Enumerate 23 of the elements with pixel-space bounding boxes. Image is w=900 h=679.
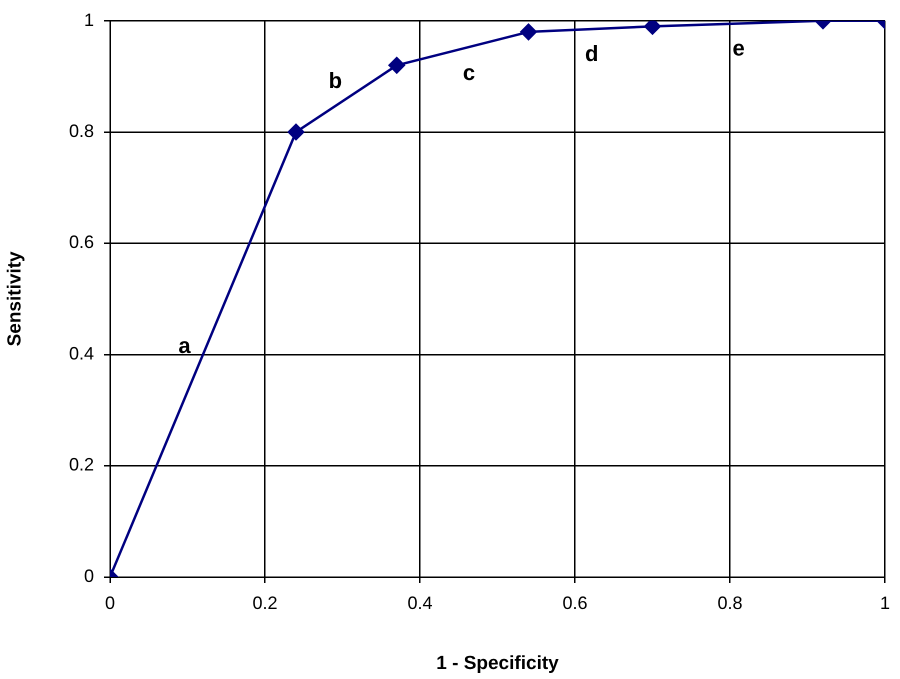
- x-tick-label: 0.4: [407, 592, 433, 613]
- point: [644, 20, 661, 35]
- y-tick-label: 0.2: [68, 454, 94, 475]
- annotation: c: [462, 60, 476, 85]
- x-tick-label: 0.8: [717, 592, 743, 613]
- y-axis-title: Sensitivity: [4, 250, 26, 346]
- y-tick-label: 1: [84, 10, 94, 30]
- annotation: d: [584, 41, 598, 66]
- point: [388, 57, 405, 74]
- x-tick-label: 0.6: [562, 592, 588, 613]
- annotation: b: [328, 68, 342, 94]
- point: [288, 124, 304, 140]
- x-tick-label: 0: [104, 592, 116, 613]
- x-tick-label: 1: [880, 592, 890, 613]
- y-tick-label: 0.6: [68, 232, 94, 252]
- y-tick-label: 0.4: [68, 343, 94, 364]
- annotation: a: [178, 332, 192, 358]
- y-tick-label: 0: [84, 566, 94, 586]
- annotation: e: [732, 36, 745, 61]
- point: [520, 24, 537, 40]
- x-axis-title: 1 - Specificity: [436, 652, 560, 674]
- x-tick-label: 0.2: [252, 592, 278, 613]
- y-tick-label: 0.8: [68, 121, 94, 142]
